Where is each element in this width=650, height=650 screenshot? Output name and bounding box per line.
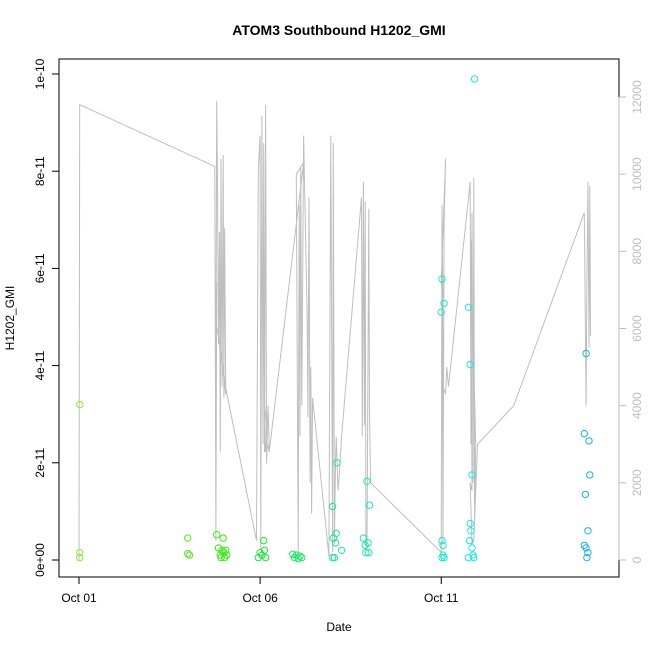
data-point-62 <box>582 349 590 358</box>
y-axis-label: H1202_GMI <box>3 286 17 351</box>
data-point-54 <box>466 519 474 528</box>
data-point-50 <box>440 553 448 562</box>
data-point-6 <box>213 531 221 539</box>
data-point-11 <box>219 534 227 542</box>
data-point-71 <box>583 553 591 562</box>
scatter-points <box>76 75 594 563</box>
data-point-19 <box>260 536 268 545</box>
data-point-17 <box>256 549 264 557</box>
y-tick-label-2: 4e-11 <box>33 350 47 380</box>
plot-box <box>58 58 620 578</box>
data-point-63 <box>580 429 588 438</box>
data-point-38 <box>362 549 370 557</box>
data-point-0 <box>76 400 84 409</box>
y2-axis: 0 2000 4000 6000 8000 10000 12000 <box>618 80 644 563</box>
data-point-26 <box>296 552 304 560</box>
y2-tick-label-5: 10000 <box>630 157 644 191</box>
data-point-25 <box>294 554 302 563</box>
x-axis-label: Date <box>326 620 352 634</box>
y2-tick-label-1: 2000 <box>630 469 644 496</box>
data-point-47 <box>439 541 447 550</box>
data-point-13 <box>220 553 229 562</box>
data-point-31 <box>331 539 340 547</box>
data-point-10 <box>218 546 226 554</box>
chart-title: ATOM3 Southbound H1202_GMI <box>232 22 445 38</box>
data-point-51 <box>464 303 473 311</box>
y2-tick-label-3: 6000 <box>630 315 644 342</box>
data-point-69 <box>582 544 590 552</box>
data-point-46 <box>438 536 446 545</box>
data-point-40 <box>364 539 372 547</box>
y-tick-label-5: 1e-10 <box>33 58 47 89</box>
data-point-28 <box>328 502 337 511</box>
data-point-67 <box>584 527 592 535</box>
data-point-34 <box>337 546 346 554</box>
y-tick-label-3: 6e-11 <box>33 253 47 283</box>
data-point-59 <box>464 553 473 562</box>
data-point-53 <box>468 471 476 479</box>
data-point-65 <box>586 471 594 479</box>
data-point-14 <box>222 546 230 554</box>
y-tick-label-0: 0e+00 <box>33 543 47 577</box>
data-point-43 <box>437 308 445 316</box>
data-point-42 <box>365 501 374 509</box>
data-point-32 <box>332 529 340 537</box>
data-point-36 <box>359 534 368 542</box>
y-tick-label-4: 8e-11 <box>33 156 47 186</box>
data-point-57 <box>468 544 476 552</box>
data-point-66 <box>581 490 590 499</box>
y2-tick-label-6: 12000 <box>630 80 644 114</box>
altitude-series <box>78 100 591 561</box>
data-point-55 <box>467 527 475 535</box>
data-point-27 <box>298 553 306 562</box>
data-point-33 <box>333 459 341 467</box>
data-point-3 <box>184 534 192 542</box>
data-point-4 <box>184 550 192 558</box>
data-point-5 <box>185 551 194 559</box>
data-point-60 <box>470 553 478 562</box>
y2-tick-label-2: 4000 <box>630 392 644 419</box>
data-point-56 <box>465 536 474 545</box>
data-point-64 <box>585 437 593 445</box>
y2-tick-label-0: 0 <box>630 556 644 563</box>
x-tick-label-2: Oct 11 <box>424 591 459 605</box>
y2-tick-label-4: 8000 <box>630 238 644 265</box>
y-tick-label-1: 2e-11 <box>33 448 47 478</box>
x-tick-label-1: Oct 06 <box>242 591 278 605</box>
data-point-21 <box>261 553 270 562</box>
data-point-1 <box>76 549 84 557</box>
y-axis: 0e+00 2e-11 4e-11 6e-11 8e-11 1e-10 <box>33 58 60 577</box>
data-point-45 <box>440 299 448 308</box>
data-point-61 <box>470 75 479 83</box>
data-point-35 <box>328 553 337 562</box>
data-point-39 <box>363 477 371 485</box>
data-point-52 <box>466 360 474 369</box>
data-point-44 <box>438 275 446 283</box>
data-point-41 <box>365 549 373 557</box>
data-point-70 <box>584 549 592 557</box>
altitude-line <box>78 100 591 561</box>
data-point-20 <box>260 546 269 554</box>
x-axis: Oct 01 Oct 06 Oct 11 <box>61 576 459 605</box>
data-point-2 <box>76 553 84 562</box>
data-point-49 <box>438 553 446 562</box>
data-point-15 <box>223 551 231 559</box>
x-tick-label-0: Oct 01 <box>61 591 97 605</box>
